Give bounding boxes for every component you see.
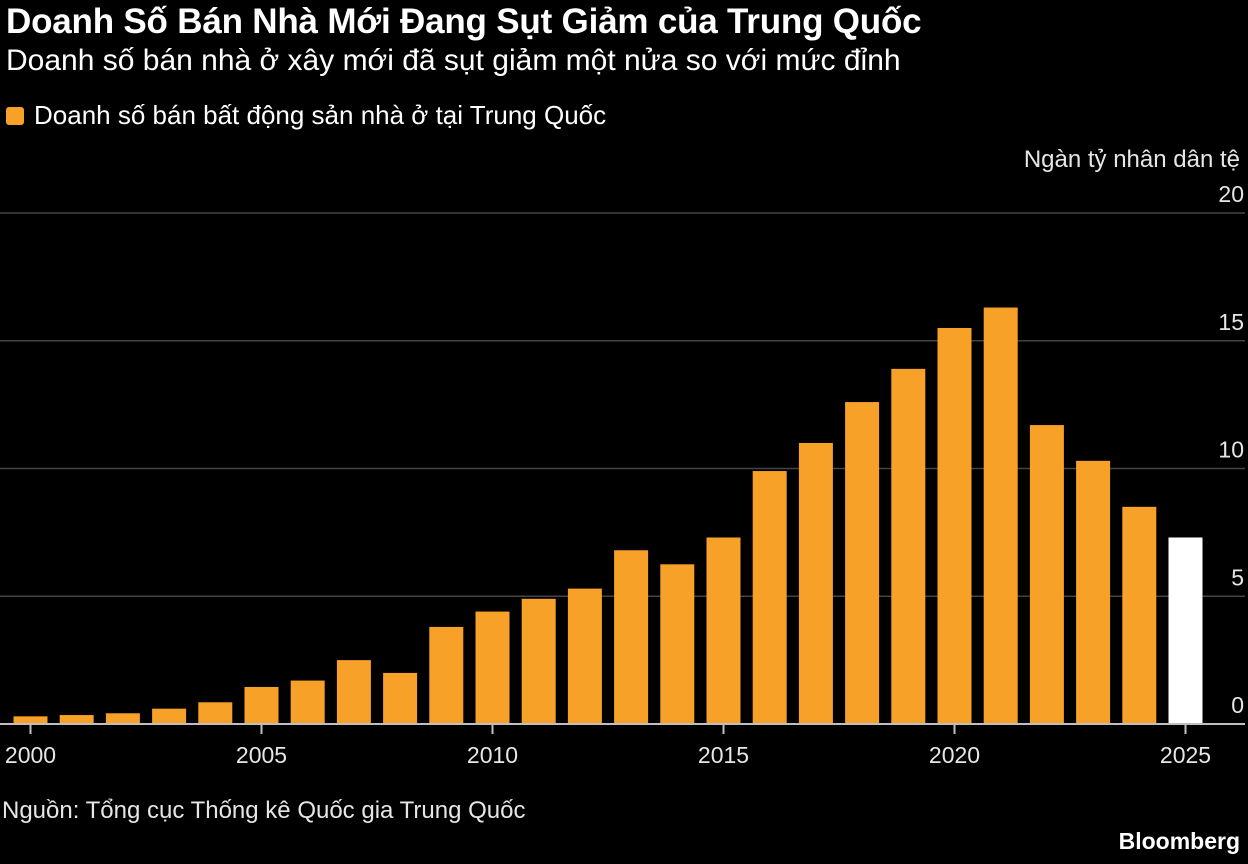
chart-title: Doanh Số Bán Nhà Mới Đang Sụt Giảm của T… — [6, 2, 922, 41]
bar-2008 — [383, 672, 418, 724]
bar-2017 — [798, 442, 833, 724]
y-axis-unit-label: Ngàn tỷ nhân dân tệ — [1023, 146, 1240, 173]
x-tick-label: 2015 — [698, 742, 749, 768]
chart-subtitle: Doanh số bán nhà ở xây mới đã sụt giảm m… — [6, 44, 901, 77]
bar-2021 — [983, 307, 1018, 724]
bar-2020 — [937, 327, 972, 724]
bar-2010 — [475, 611, 510, 724]
bar-2005 — [244, 686, 279, 724]
y-tick-label: 20 — [1218, 181, 1244, 207]
bar-2019 — [891, 368, 926, 724]
bar-2025 — [1168, 537, 1203, 724]
bar-2000 — [13, 716, 48, 724]
bar-2015 — [706, 537, 741, 724]
x-tick-label: 2005 — [236, 742, 287, 768]
bar-2023 — [1076, 460, 1111, 724]
legend: Doanh số bán bất động sản nhà ở tại Trun… — [6, 100, 606, 131]
bar-2013 — [614, 550, 649, 724]
bar-2002 — [105, 713, 140, 724]
legend-label: Doanh số bán bất động sản nhà ở tại Trun… — [34, 100, 607, 130]
legend-swatch — [6, 106, 24, 125]
bar-2004 — [198, 702, 233, 724]
x-tick-label: 2025 — [1160, 742, 1211, 768]
bar-2011 — [521, 598, 556, 724]
bloomberg-logo: Bloomberg — [1118, 828, 1240, 854]
bar-2012 — [567, 588, 602, 724]
bar-2003 — [152, 708, 187, 724]
bar-2014 — [660, 564, 695, 724]
bar-2024 — [1122, 506, 1157, 724]
bar-2016 — [752, 471, 787, 724]
bar-2001 — [59, 715, 94, 724]
bar-2018 — [845, 402, 880, 724]
bar-2006 — [290, 680, 325, 724]
y-tick-label: 5 — [1231, 564, 1244, 590]
bar-2009 — [429, 626, 464, 724]
bar-2007 — [336, 660, 371, 724]
x-tick-label: 2000 — [5, 742, 56, 768]
bar-chart: 0 5 10 15 20 2000 2005 2010 2015 2020 2025 — [0, 181, 1245, 768]
bar-2022 — [1029, 425, 1064, 724]
x-tick-label: 2020 — [929, 742, 980, 768]
x-tick-label: 2010 — [467, 742, 518, 768]
y-tick-label: 15 — [1218, 309, 1244, 335]
y-tick-label: 0 — [1231, 692, 1244, 718]
y-tick-label: 10 — [1218, 437, 1244, 463]
source-note: Nguồn: Tổng cục Thống kê Quốc gia Trung … — [2, 797, 526, 824]
